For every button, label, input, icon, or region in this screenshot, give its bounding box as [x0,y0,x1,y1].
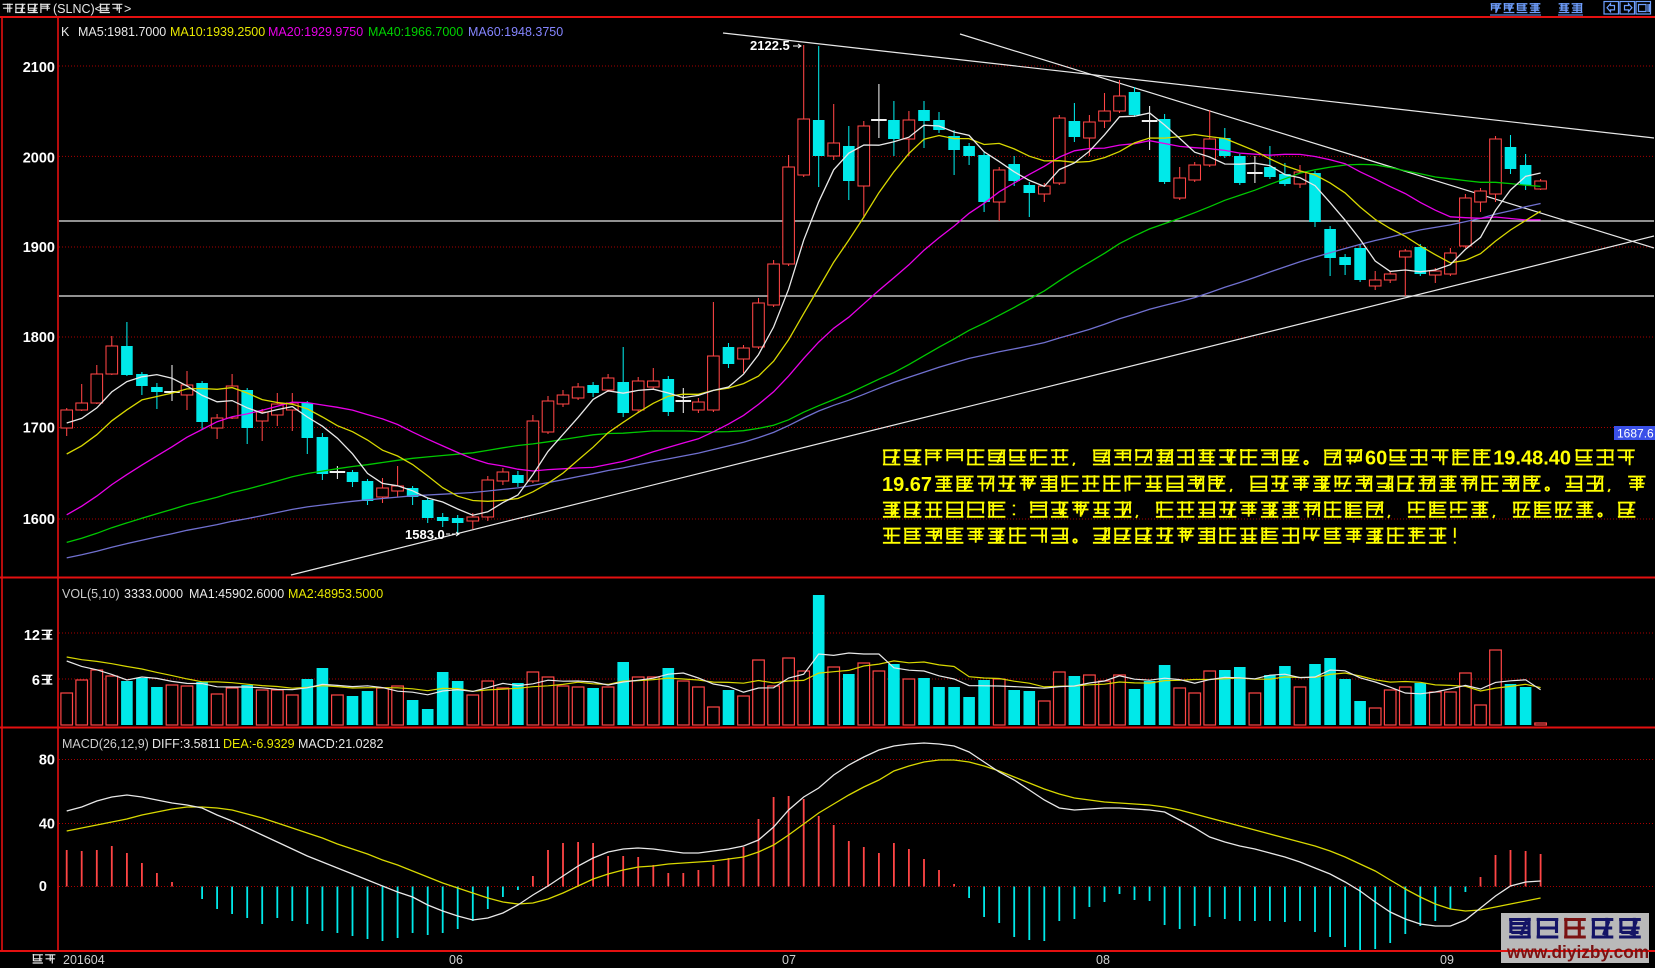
svg-text:1687.6: 1687.6 [1617,427,1654,441]
svg-text:19.67: 19.67 [882,474,932,496]
svg-text:DEA:-6.9329: DEA:-6.9329 [223,737,295,751]
svg-text:1583.0: 1583.0 [405,527,445,542]
svg-text:19.48.40: 19.48.40 [1493,448,1571,470]
svg-text:MACD(26,12,9): MACD(26,12,9) [62,737,149,751]
svg-text:1600: 1600 [23,512,55,528]
svg-text:60: 60 [1365,448,1387,470]
svg-text:MA60:1948.3750: MA60:1948.3750 [468,25,563,39]
svg-text:07: 07 [782,953,796,967]
svg-text:MACD:21.0282: MACD:21.0282 [298,737,384,751]
svg-text:2100: 2100 [23,60,55,76]
svg-text:0: 0 [39,879,47,895]
svg-text:08: 08 [1096,953,1110,967]
svg-text:1900: 1900 [23,240,55,256]
svg-text:www.diyizby.com: www.diyizby.com [1506,942,1649,962]
svg-text:2122.5: 2122.5 [750,38,790,53]
svg-text:MA10:1939.2500: MA10:1939.2500 [170,25,265,39]
svg-text:80: 80 [39,753,55,769]
svg-text:2000: 2000 [23,151,55,167]
svg-text:(SLNC)<: (SLNC)< [53,2,102,16]
svg-text:40: 40 [39,817,55,833]
svg-text:DIFF:3.5811: DIFF:3.5811 [152,737,221,751]
svg-text:12: 12 [24,628,40,644]
svg-text:09: 09 [1440,953,1454,967]
svg-text:MA1:45902.6000: MA1:45902.6000 [189,587,284,601]
svg-text:1800: 1800 [23,330,55,346]
svg-text:3333.0000: 3333.0000 [124,587,183,601]
svg-text:MA5:1981.7000: MA5:1981.7000 [78,25,166,39]
svg-text:201604: 201604 [63,953,105,967]
svg-text:VOL(5,10): VOL(5,10) [62,587,120,601]
svg-text:06: 06 [449,953,463,967]
svg-text:1700: 1700 [23,421,55,437]
svg-text:MA20:1929.9750: MA20:1929.9750 [268,25,363,39]
svg-text:6: 6 [32,673,40,689]
svg-text:>: > [124,2,131,16]
svg-text:MA40:1966.7000: MA40:1966.7000 [368,25,463,39]
svg-text:K: K [61,25,70,39]
svg-text:MA2:48953.5000: MA2:48953.5000 [288,587,383,601]
